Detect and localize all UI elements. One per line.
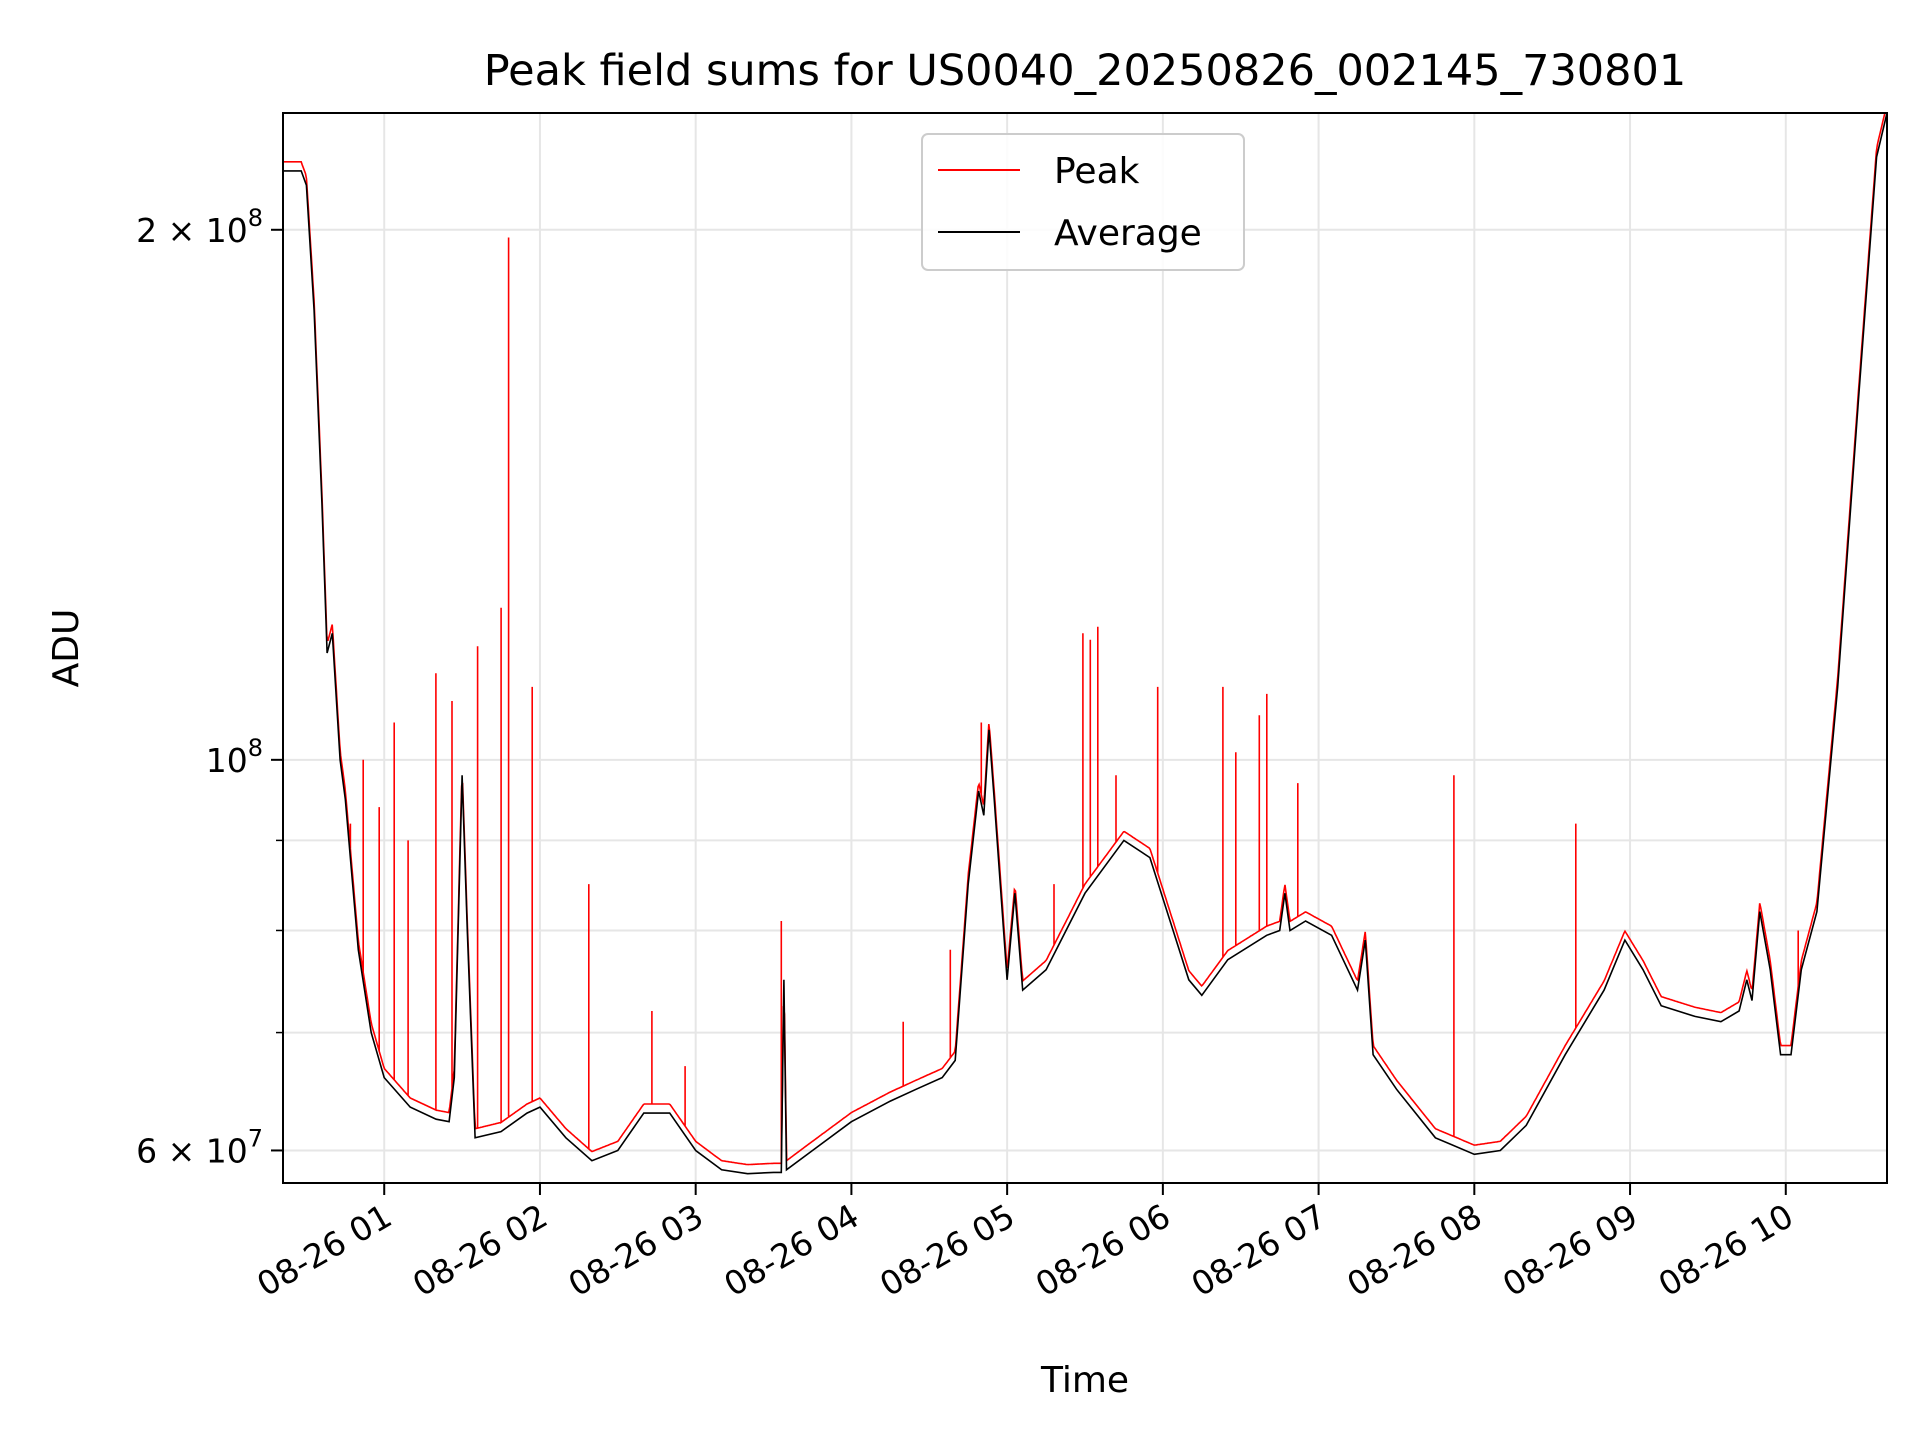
y-tick-label-base: 10 (206, 741, 248, 780)
legend-box (921, 133, 1245, 271)
y-tick-label-exponent: 8 (248, 204, 263, 232)
y-tick-label: 2 × 108 (136, 204, 263, 250)
y-tick-label-exponent: 8 (248, 734, 263, 762)
legend-label-average: Average (1054, 213, 1202, 254)
y-tick-label-base: 2 × 10 (136, 211, 248, 250)
grid (283, 113, 1887, 1183)
series-clip-group (283, 113, 1887, 1175)
chart-title: Peak field sums for US0040_20250826_0021… (484, 46, 1687, 96)
y-tick-label-exponent: 7 (248, 1124, 263, 1152)
plot-frame (282, 112, 1888, 1184)
series-peak-line (283, 113, 1886, 1166)
series-average-line (283, 113, 1887, 1175)
y-axis-label: ADU (46, 609, 87, 688)
y-tick-label-base: 6 × 10 (136, 1131, 248, 1170)
series-layer (283, 113, 1887, 1175)
x-axis-label: Time (1040, 1360, 1129, 1401)
y-tick-label: 108 (206, 734, 263, 780)
y-tick-label: 6 × 107 (136, 1124, 263, 1170)
legend-label-peak: Peak (1054, 151, 1140, 192)
legend: Peak Average (921, 133, 1245, 271)
